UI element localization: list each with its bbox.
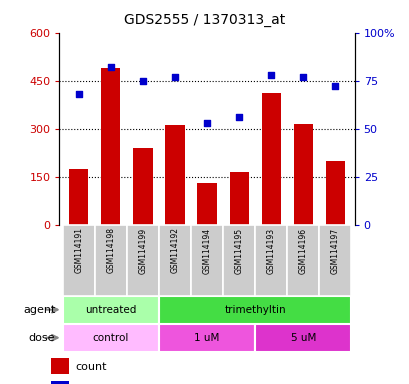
Text: control: control <box>92 333 129 343</box>
Bar <box>229 172 248 225</box>
Point <box>203 120 210 126</box>
Bar <box>159 225 191 296</box>
Bar <box>63 296 159 324</box>
Bar <box>293 124 312 225</box>
Point <box>299 74 306 80</box>
Text: GSM114194: GSM114194 <box>202 227 211 274</box>
Point <box>107 64 114 70</box>
Bar <box>165 126 184 225</box>
Bar <box>94 225 126 296</box>
Bar <box>69 169 88 225</box>
Point <box>171 74 178 80</box>
Text: GSM114199: GSM114199 <box>138 227 147 274</box>
Bar <box>101 68 120 225</box>
Bar <box>51 358 69 374</box>
Bar <box>191 225 222 296</box>
Text: agent: agent <box>23 305 55 315</box>
Bar <box>287 225 319 296</box>
Text: GSM114193: GSM114193 <box>266 227 275 274</box>
Text: 1 uM: 1 uM <box>194 333 219 343</box>
Text: trimethyltin: trimethyltin <box>224 305 285 315</box>
Bar <box>159 324 254 352</box>
Point <box>139 78 146 84</box>
Bar <box>126 225 159 296</box>
Bar <box>133 148 152 225</box>
Point <box>331 83 338 89</box>
Text: 5 uM: 5 uM <box>290 333 315 343</box>
Bar <box>63 225 94 296</box>
Bar <box>319 225 351 296</box>
Text: count: count <box>76 362 107 372</box>
Text: GSM114195: GSM114195 <box>234 227 243 274</box>
Bar <box>261 93 280 225</box>
Bar <box>254 225 287 296</box>
Point <box>235 114 242 120</box>
Point <box>267 72 274 78</box>
Point <box>75 91 82 97</box>
Bar <box>51 381 69 384</box>
Bar <box>222 225 254 296</box>
Text: dose: dose <box>29 333 55 343</box>
Text: GSM114191: GSM114191 <box>74 227 83 273</box>
Bar <box>325 161 344 225</box>
Text: GSM114197: GSM114197 <box>330 227 339 274</box>
Text: GSM114196: GSM114196 <box>298 227 307 274</box>
Text: untreated: untreated <box>85 305 136 315</box>
Bar <box>63 324 159 352</box>
Text: GDS2555 / 1370313_at: GDS2555 / 1370313_at <box>124 13 285 27</box>
Text: GSM114198: GSM114198 <box>106 227 115 273</box>
Bar <box>159 296 351 324</box>
Bar <box>197 183 216 225</box>
Bar <box>254 324 351 352</box>
Text: GSM114192: GSM114192 <box>170 227 179 273</box>
